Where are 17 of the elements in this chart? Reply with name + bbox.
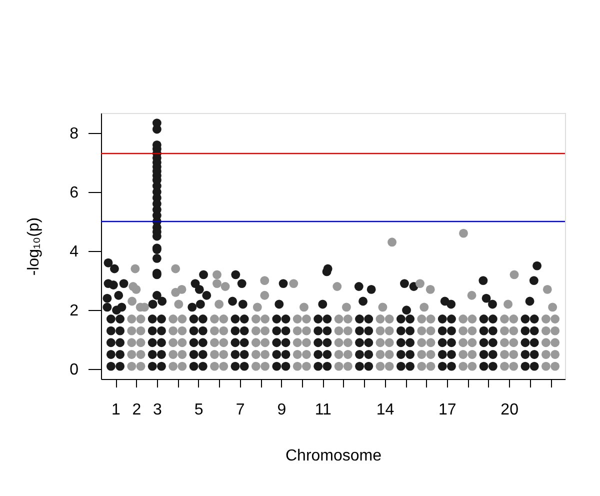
x-tick-label: 14	[376, 402, 394, 418]
x-tick-label: 20	[500, 402, 519, 418]
x-axis-title: Chromosome	[285, 448, 382, 464]
y-tick-label: 2	[70, 302, 79, 320]
x-tick-label: 11	[314, 402, 332, 418]
y-tick-label: 0	[70, 362, 79, 379]
y-tick-label: 8	[70, 125, 79, 142]
y-tick-label: 4	[70, 244, 79, 261]
x-tick-label: 17	[438, 402, 456, 418]
x-tick-label: 9	[277, 402, 286, 418]
x-tick-label: 2	[132, 402, 142, 418]
x-tick-label: 5	[194, 402, 204, 418]
x-tick-label: 1	[112, 402, 121, 418]
y-axis-title: -log₁₀(p)	[26, 217, 43, 276]
x-tick-label: 3	[152, 402, 162, 418]
x-tick-label: 7	[236, 402, 245, 418]
y-tick-label: 6	[70, 184, 79, 202]
